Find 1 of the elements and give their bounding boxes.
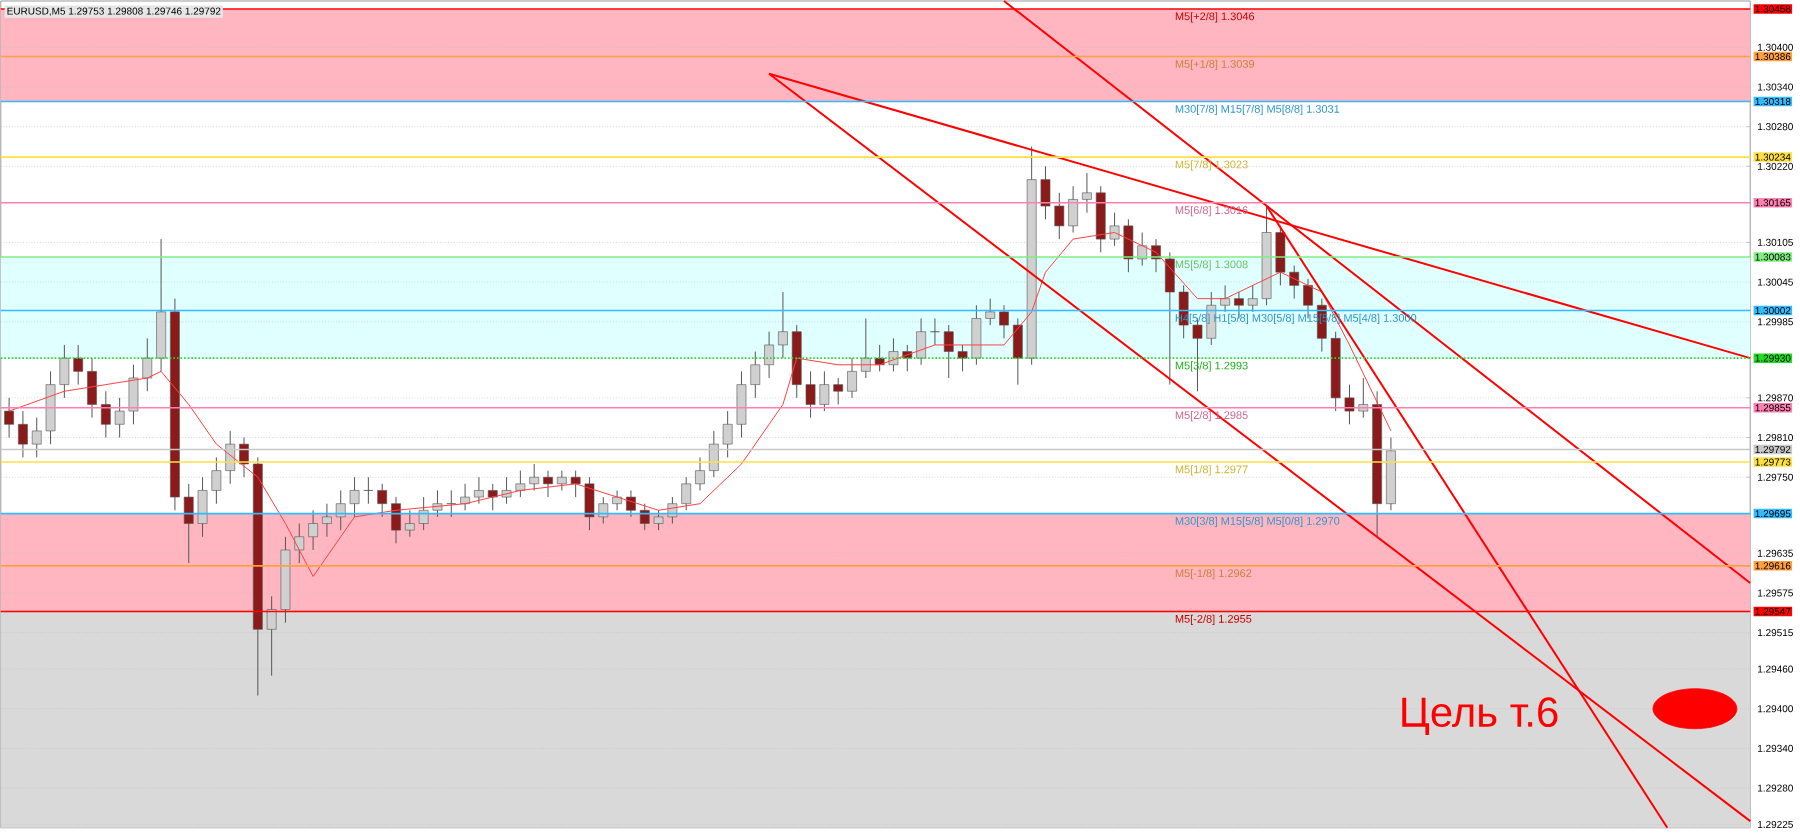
annotation: Цель т.6 [1402, 697, 1558, 735]
